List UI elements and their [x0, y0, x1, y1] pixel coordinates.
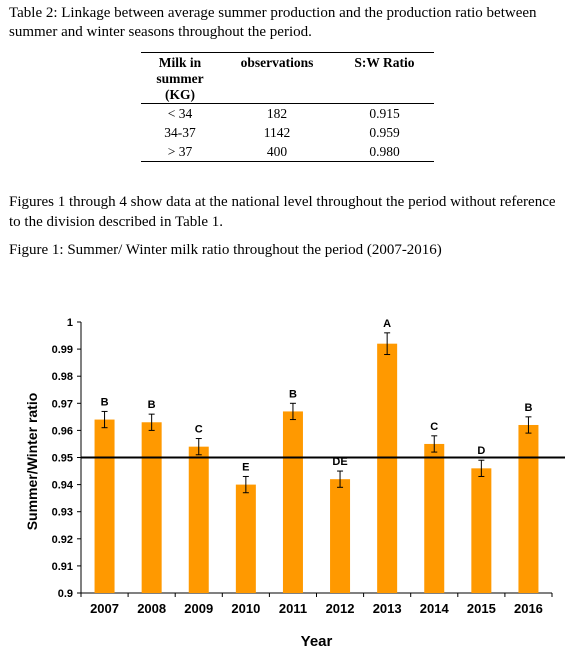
column-header-observations: observations — [240, 55, 314, 70]
figure-caption: Figure 1: Summer/ Winter milk ratio thro… — [9, 242, 442, 258]
table-cell: 0.980 — [369, 143, 400, 159]
bar — [330, 479, 351, 593]
x-axis-title: Year — [301, 633, 333, 650]
y-tick-label: 0.92 — [52, 534, 73, 546]
x-tick-label: 2010 — [231, 601, 260, 616]
table-caption: Table 2: Linkage between average summer … — [9, 5, 537, 40]
significance-letter: DE — [332, 456, 347, 468]
bar — [235, 484, 256, 593]
x-tick-label: 2013 — [373, 601, 402, 616]
x-tick-label: 2009 — [184, 601, 213, 616]
x-tick-label: 2014 — [420, 601, 450, 616]
table-cell: > 37 — [167, 143, 193, 159]
x-tick-label: 2008 — [137, 601, 166, 616]
y-tick-label: 0.9 — [58, 588, 73, 600]
table-row: 34-37 1142 0.959 — [141, 123, 434, 142]
significance-letter: C — [430, 421, 438, 433]
y-tick-label: 0.91 — [52, 561, 73, 573]
data-table: Milk in summer (KG) observations S:W Rat… — [141, 52, 434, 162]
y-tick-label: 0.93 — [52, 507, 73, 519]
table-cell: 0.959 — [369, 124, 400, 140]
table-cell: 182 — [266, 105, 288, 121]
significance-letter: A — [383, 318, 391, 330]
y-tick-label: 0.96 — [52, 425, 73, 437]
table-row: < 34 182 0.915 — [141, 104, 434, 124]
y-tick-label: 0.97 — [52, 398, 73, 410]
y-tick-label: 0.98 — [52, 371, 73, 383]
y-tick-label: 0.95 — [52, 453, 73, 465]
significance-letter: D — [477, 445, 485, 457]
table-cell: 34-37 — [164, 124, 196, 140]
significance-letter: C — [195, 424, 203, 436]
x-tick-label: 2016 — [514, 601, 543, 616]
significance-letter: B — [101, 396, 109, 408]
table-cell: 0.915 — [369, 105, 400, 121]
bar-chart: 0.9 0.91 0.92 0.93 0.94 0.95 0.96 0.97 0.98 0.99 1… — [24, 317, 565, 650]
y-tick-label: 1 — [67, 317, 73, 329]
x-tick-label: 2011 — [279, 601, 307, 616]
column-header-milk: Milk in summer (KG) — [156, 55, 204, 102]
bar — [424, 443, 445, 593]
y-tick-label: 0.94 — [52, 480, 74, 492]
y-axis-title: Summer/Winter ratio — [24, 393, 40, 531]
significance-letter: B — [148, 399, 156, 411]
table-row: > 37 400 0.980 — [141, 142, 434, 162]
x-tick-label: 2012 — [326, 601, 355, 616]
y-tick-label: 0.99 — [52, 344, 73, 356]
significance-letter: B — [524, 402, 532, 414]
x-tick-label: 2015 — [467, 601, 496, 616]
bar — [471, 468, 492, 593]
x-tick-label: 2007 — [90, 601, 119, 616]
bar — [282, 411, 303, 593]
table-header-row: Milk in summer (KG) observations S:W Rat… — [141, 52, 434, 104]
bar — [94, 419, 115, 593]
bar — [518, 424, 539, 593]
significance-letter: E — [242, 461, 249, 473]
table-cell: 400 — [266, 143, 288, 159]
table-cell: < 34 — [167, 105, 193, 121]
bar — [141, 422, 162, 593]
table-cell: 1142 — [263, 124, 291, 140]
bar — [188, 446, 209, 593]
significance-letter: B — [289, 388, 297, 400]
bar — [377, 343, 398, 593]
body-paragraph: Figures 1 through 4 show data at the nat… — [9, 194, 556, 230]
column-header-ratio: S:W Ratio — [354, 55, 415, 70]
